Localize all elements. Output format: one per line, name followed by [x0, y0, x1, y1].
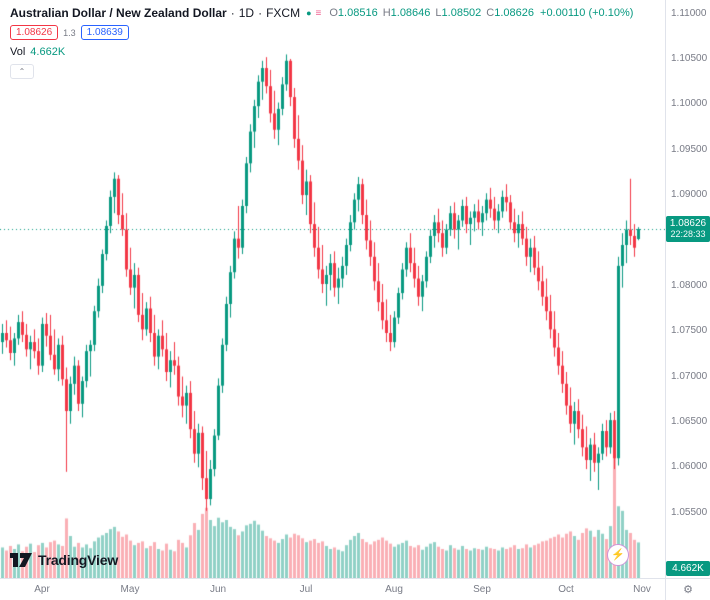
sell-price-button[interactable]: 1.08626 [10, 25, 59, 40]
volume-value: 4.662K [30, 46, 66, 58]
time-axis-label: Jul [299, 584, 313, 595]
price-axis-label: 1.06000 [671, 461, 708, 473]
legend-more-icon[interactable]: ≡ [315, 7, 322, 19]
tradingview-logo[interactable]: TradingView [10, 552, 118, 568]
low-value: 1.08502 [441, 7, 482, 19]
price-axis-label: 1.05500 [671, 506, 708, 518]
gear-icon: ⚙ [683, 584, 693, 596]
axis-settings-corner[interactable]: ⚙ [665, 578, 710, 600]
time-axis-label: May [120, 584, 140, 595]
time-axis-label: Sep [473, 584, 491, 595]
open-value: 1.08516 [337, 7, 378, 19]
tradingview-logo-text: TradingView [38, 552, 119, 568]
price-axis[interactable]: 1.08626 22:28:33 4.662K 1.11000 1.10500 1.… [665, 0, 710, 578]
lightning-button[interactable]: ⚡ [607, 544, 629, 566]
price-axis-label: 1.07500 [671, 325, 708, 337]
separator-dot: · [230, 6, 235, 20]
open-label: O [329, 7, 338, 19]
volume-axis-badge: 4.662K [666, 561, 710, 576]
visibility-dot-icon[interactable]: ● [306, 8, 312, 18]
price-axis-label: 1.08000 [671, 279, 708, 291]
candlestick-chart-canvas[interactable] [0, 0, 665, 578]
price-axis-label: 1.09500 [671, 143, 708, 155]
price-axis-label: 1.10500 [671, 52, 708, 64]
close-value: 1.08626 [494, 7, 535, 19]
lightning-icon: ⚡ [611, 549, 625, 561]
tradingview-logo-icon [10, 553, 32, 567]
time-axis-label: Oct [558, 584, 574, 595]
ohlc-readout: O1.08516 H1.08646 L1.08502 C1.08626 [329, 7, 534, 19]
interval-label[interactable]: 1D [238, 6, 255, 20]
exchange-label: FXCM [266, 6, 301, 20]
price-axis-label: 1.09000 [671, 189, 708, 201]
time-axis-label: Jun [209, 584, 227, 595]
price-axis-label: 1.10000 [671, 98, 708, 110]
current-price-badge: 1.08626 22:28:33 [666, 216, 710, 243]
low-label: L [435, 7, 442, 19]
spread-value: 1.3 [63, 27, 76, 38]
bar-countdown: 22:28:33 [670, 229, 706, 240]
buy-price-button[interactable]: 1.08639 [80, 25, 129, 40]
volume-label: Vol [10, 46, 26, 58]
chart-legend: Australian Dollar / New Zealand Dollar ·… [10, 6, 633, 79]
time-axis[interactable]: Apr May Jun Jul Aug Sep Oct Nov [0, 578, 665, 600]
change-value: +0.00110 (+0.10%) [540, 7, 634, 19]
high-value: 1.08646 [390, 7, 431, 19]
current-price-value: 1.08626 [669, 218, 707, 230]
chevron-up-icon: ⌃ [18, 67, 26, 76]
close-label: C [486, 7, 495, 19]
time-axis-label: Apr [34, 584, 50, 595]
separator-dot: · [258, 6, 263, 20]
symbol-title[interactable]: Australian Dollar / New Zealand Dollar [10, 6, 227, 20]
time-axis-label: Aug [385, 584, 403, 595]
collapse-legend-button[interactable]: ⌃ [10, 64, 34, 79]
price-axis-label: 1.06500 [671, 415, 708, 427]
high-label: H [382, 7, 391, 19]
price-axis-label: 1.07000 [671, 370, 708, 382]
price-axis-label: 1.11000 [671, 7, 707, 19]
time-axis-label: Nov [633, 584, 651, 595]
chart-plot-area: Australian Dollar / New Zealand Dollar ·… [0, 0, 665, 578]
